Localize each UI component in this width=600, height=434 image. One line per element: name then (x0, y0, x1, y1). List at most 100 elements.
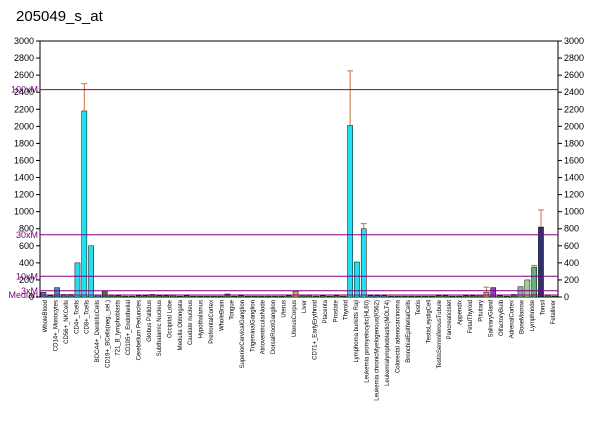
y-tick-label-right: 2400 (564, 87, 584, 97)
y-tick-label-right: 1200 (564, 190, 584, 200)
category-label: Globus Pallidus (147, 300, 153, 342)
y-tick-label-right: 600 (564, 241, 579, 251)
category-label: CD8+_Tcells (85, 300, 91, 334)
reference-line-label: 30xM (16, 230, 38, 240)
y-tick-label-left: 1800 (14, 138, 34, 148)
y-tick-label-left: 1600 (14, 155, 34, 165)
category-label: Subthalamic Nucleus (157, 300, 163, 356)
bar (238, 295, 244, 298)
y-tick-label-right: 800 (564, 224, 579, 234)
bar (306, 295, 313, 298)
bar (265, 295, 272, 298)
category-label: BDCA4+_DentriticCells (95, 300, 101, 362)
y-tick-label-right: 1800 (564, 138, 584, 148)
bar (292, 291, 299, 298)
y-tick-label-left: 800 (19, 224, 34, 234)
bar (456, 295, 462, 298)
y-tick-label-right: 2600 (564, 70, 584, 80)
bar (224, 293, 231, 298)
bar (258, 295, 265, 298)
category-label: Appendix (458, 300, 464, 325)
category-label: Thyroid (344, 300, 350, 320)
category-label: BronchialEpithelialCells (406, 300, 412, 363)
chart-title: 205049_s_at (16, 8, 103, 25)
y-tick-label-right: 2800 (564, 53, 584, 63)
bar (136, 295, 142, 298)
category-label: TrigeminalGanglion (250, 300, 256, 352)
axes: 0 0 200 200 400 400 600 600 800 800 1000 1000 1200 12… (14, 36, 584, 302)
bar (81, 110, 88, 298)
bar (422, 295, 428, 298)
category-label: CD71+_EarlyErythroid (313, 300, 319, 360)
bar (163, 295, 169, 298)
category-label: Leukemialymphoblastic(MOLT4) (385, 300, 391, 386)
bar (245, 295, 251, 298)
bar (313, 295, 319, 298)
bar (197, 295, 203, 298)
y-tick-label-left: 400 (19, 258, 34, 268)
bar (54, 287, 60, 298)
category-label: WholeBrain (219, 300, 225, 331)
category-label: CD19+_BCells(neg._sel.) (105, 300, 111, 368)
bar (435, 295, 442, 298)
y-tick-label-right: 200 (564, 275, 579, 285)
bar (347, 125, 353, 298)
y-tick-label-right: 2000 (564, 121, 584, 131)
bar (210, 295, 217, 298)
bar (381, 295, 388, 298)
category-label: TestisLeydigCell (427, 300, 433, 343)
category-label: Pituitary (478, 300, 484, 322)
bar (408, 295, 415, 298)
bar (551, 295, 558, 298)
bar (279, 295, 285, 298)
bar (490, 287, 497, 298)
bar (333, 295, 340, 298)
category-label: Leukemia chronicMyelogenous(K562) (375, 300, 381, 401)
category-label: Testis (416, 300, 422, 315)
reference-line-label: Median (8, 290, 38, 300)
category-label: OlfactoryBulb (499, 299, 505, 336)
category-label: Cerebellum Peduncles (136, 300, 142, 360)
bar (538, 226, 544, 298)
bar (469, 295, 476, 298)
bar (156, 295, 163, 298)
category-label: CD14+_Monocytes (54, 300, 60, 351)
bar (190, 295, 197, 298)
category-label: Fetalliver (551, 300, 557, 324)
bar (517, 286, 524, 298)
bar (217, 295, 224, 298)
bar (326, 295, 333, 298)
bar (88, 245, 94, 298)
category-label: BoneMarrow (520, 299, 526, 334)
bar (504, 295, 510, 298)
bar (340, 295, 347, 298)
category-label: PancreaticIslet (447, 300, 453, 340)
bar (115, 295, 122, 298)
category-label: SuperiorCervicalGanglion (240, 300, 246, 368)
y-tick-label-right: 400 (564, 258, 579, 268)
category-label: UterusCorpus (292, 300, 298, 337)
bar (272, 295, 278, 298)
bar (101, 290, 108, 298)
category-label: Occipital Lobe (168, 299, 174, 338)
category-label: Tonsil (540, 300, 546, 315)
y-tick-label-right: 1000 (564, 207, 584, 217)
bar (251, 295, 258, 298)
bar (61, 294, 67, 298)
reference-line-label: 100xM (11, 85, 38, 95)
category-label: 721_B_lymphoblasts (116, 300, 122, 356)
bar (544, 295, 551, 298)
bar (354, 261, 360, 298)
bar (176, 295, 183, 298)
category-label: AtrioventricularNode (261, 299, 267, 354)
category-label: CD4+_Tcells (74, 300, 80, 334)
y-tick-label-left: 2200 (14, 104, 34, 114)
category-label: Lymphnode (530, 299, 536, 331)
y-tick-label-left: 1400 (14, 173, 34, 183)
y-tick-label-right: 3000 (564, 36, 584, 46)
y-tick-label-right: 0 (564, 292, 569, 302)
category-label: AdrenalCortex (509, 300, 515, 338)
category-label: Lymphoma burkitts Raji (354, 300, 360, 362)
